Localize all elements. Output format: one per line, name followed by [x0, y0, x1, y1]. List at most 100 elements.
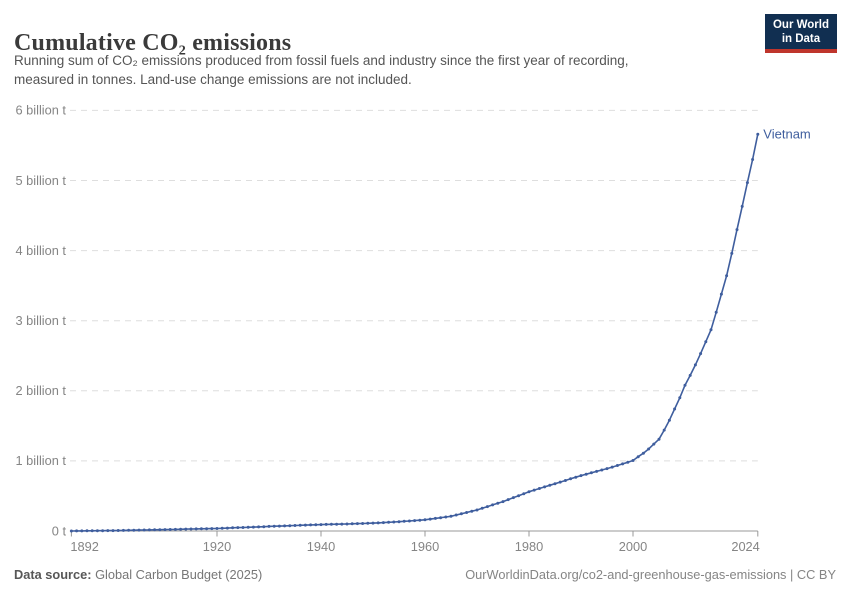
footer-citation-link[interactable]: OurWorldinData.org/co2-and-greenhouse-ga… [465, 567, 836, 582]
data-point[interactable] [283, 524, 287, 528]
data-point[interactable] [756, 132, 760, 136]
data-point[interactable] [465, 511, 469, 514]
data-point[interactable] [111, 529, 115, 533]
data-point[interactable] [241, 526, 245, 529]
data-point[interactable] [480, 506, 484, 510]
data-point[interactable] [153, 528, 157, 532]
data-point[interactable] [673, 407, 677, 411]
data-point[interactable] [251, 525, 255, 529]
data-point[interactable] [719, 292, 723, 296]
data-point[interactable] [709, 328, 713, 332]
data-point[interactable] [647, 447, 651, 451]
data-point[interactable] [444, 515, 448, 519]
data-point[interactable] [423, 518, 427, 522]
data-point[interactable] [189, 527, 193, 531]
series-label-vietnam[interactable]: Vietnam [763, 127, 810, 142]
data-point[interactable] [231, 526, 235, 530]
data-point[interactable] [319, 523, 323, 527]
data-point[interactable] [563, 479, 567, 482]
data-point[interactable] [184, 527, 188, 531]
data-point[interactable] [168, 528, 172, 531]
data-point[interactable] [751, 158, 755, 161]
data-point[interactable] [730, 251, 734, 255]
data-point[interactable] [257, 525, 261, 529]
data-source[interactable]: Data source: Global Carbon Budget (2025) [14, 567, 262, 582]
data-point[interactable] [537, 487, 541, 490]
data-point[interactable] [496, 501, 500, 505]
data-point[interactable] [527, 490, 531, 494]
data-point[interactable] [309, 523, 313, 527]
data-point[interactable] [324, 522, 328, 526]
data-point[interactable] [293, 524, 297, 527]
data-point[interactable] [80, 529, 84, 533]
data-point[interactable] [491, 503, 495, 507]
data-point[interactable] [667, 418, 671, 422]
data-point[interactable] [272, 524, 276, 528]
data-point[interactable] [366, 521, 370, 525]
data-point[interactable] [392, 520, 396, 524]
data-point[interactable] [511, 496, 515, 500]
data-point[interactable] [485, 505, 489, 509]
data-point[interactable] [548, 483, 552, 487]
data-point[interactable] [75, 529, 79, 533]
data-point[interactable] [615, 464, 619, 467]
data-point[interactable] [699, 352, 703, 356]
data-point[interactable] [329, 522, 333, 526]
data-point[interactable] [355, 522, 359, 526]
data-point[interactable] [371, 521, 375, 525]
data-point[interactable] [246, 525, 250, 529]
data-point[interactable] [657, 437, 661, 441]
data-point[interactable] [662, 428, 666, 432]
data-point[interactable] [714, 310, 718, 314]
data-point[interactable] [288, 524, 292, 528]
data-point[interactable] [553, 482, 557, 486]
data-point[interactable] [220, 526, 224, 530]
data-point[interactable] [314, 523, 318, 527]
data-point[interactable] [298, 523, 302, 527]
data-point[interactable] [137, 528, 141, 532]
data-point[interactable] [381, 521, 385, 525]
data-point[interactable] [215, 527, 219, 530]
data-point[interactable] [631, 459, 635, 462]
data-point[interactable] [522, 492, 526, 496]
data-point[interactable] [569, 477, 573, 481]
data-point[interactable] [418, 518, 422, 522]
data-point[interactable] [704, 340, 708, 344]
data-point[interactable] [433, 516, 437, 520]
data-point[interactable] [121, 528, 125, 532]
data-point[interactable] [210, 527, 214, 531]
data-point[interactable] [277, 524, 281, 528]
data-point[interactable] [745, 181, 749, 185]
data-point[interactable] [413, 519, 417, 523]
data-point[interactable] [387, 520, 391, 524]
data-point[interactable] [142, 528, 146, 532]
owid-logo[interactable]: Our World in Data [764, 14, 837, 53]
data-point[interactable] [303, 523, 307, 527]
data-line-vietnam[interactable] [71, 134, 759, 532]
data-point[interactable] [116, 529, 120, 532]
data-point[interactable] [439, 516, 443, 520]
data-point[interactable] [688, 373, 692, 377]
data-point[interactable] [475, 508, 479, 512]
data-point[interactable] [69, 529, 73, 533]
data-point[interactable] [90, 529, 94, 533]
data-point[interactable] [345, 522, 349, 526]
data-point[interactable] [454, 513, 458, 517]
data-point[interactable] [335, 522, 339, 526]
data-point[interactable] [574, 475, 578, 479]
data-point[interactable] [506, 498, 510, 502]
data-point[interactable] [610, 465, 614, 469]
data-point[interactable] [641, 451, 645, 455]
data-point[interactable] [407, 519, 411, 523]
data-point[interactable] [558, 480, 562, 484]
data-point[interactable] [132, 528, 136, 532]
data-point[interactable] [350, 522, 354, 526]
data-point[interactable] [340, 522, 344, 526]
data-point[interactable] [543, 485, 547, 489]
data-point[interactable] [101, 529, 105, 533]
data-point[interactable] [376, 521, 380, 525]
data-point[interactable] [725, 274, 729, 278]
data-point[interactable] [605, 467, 609, 471]
data-point[interactable] [179, 527, 183, 531]
